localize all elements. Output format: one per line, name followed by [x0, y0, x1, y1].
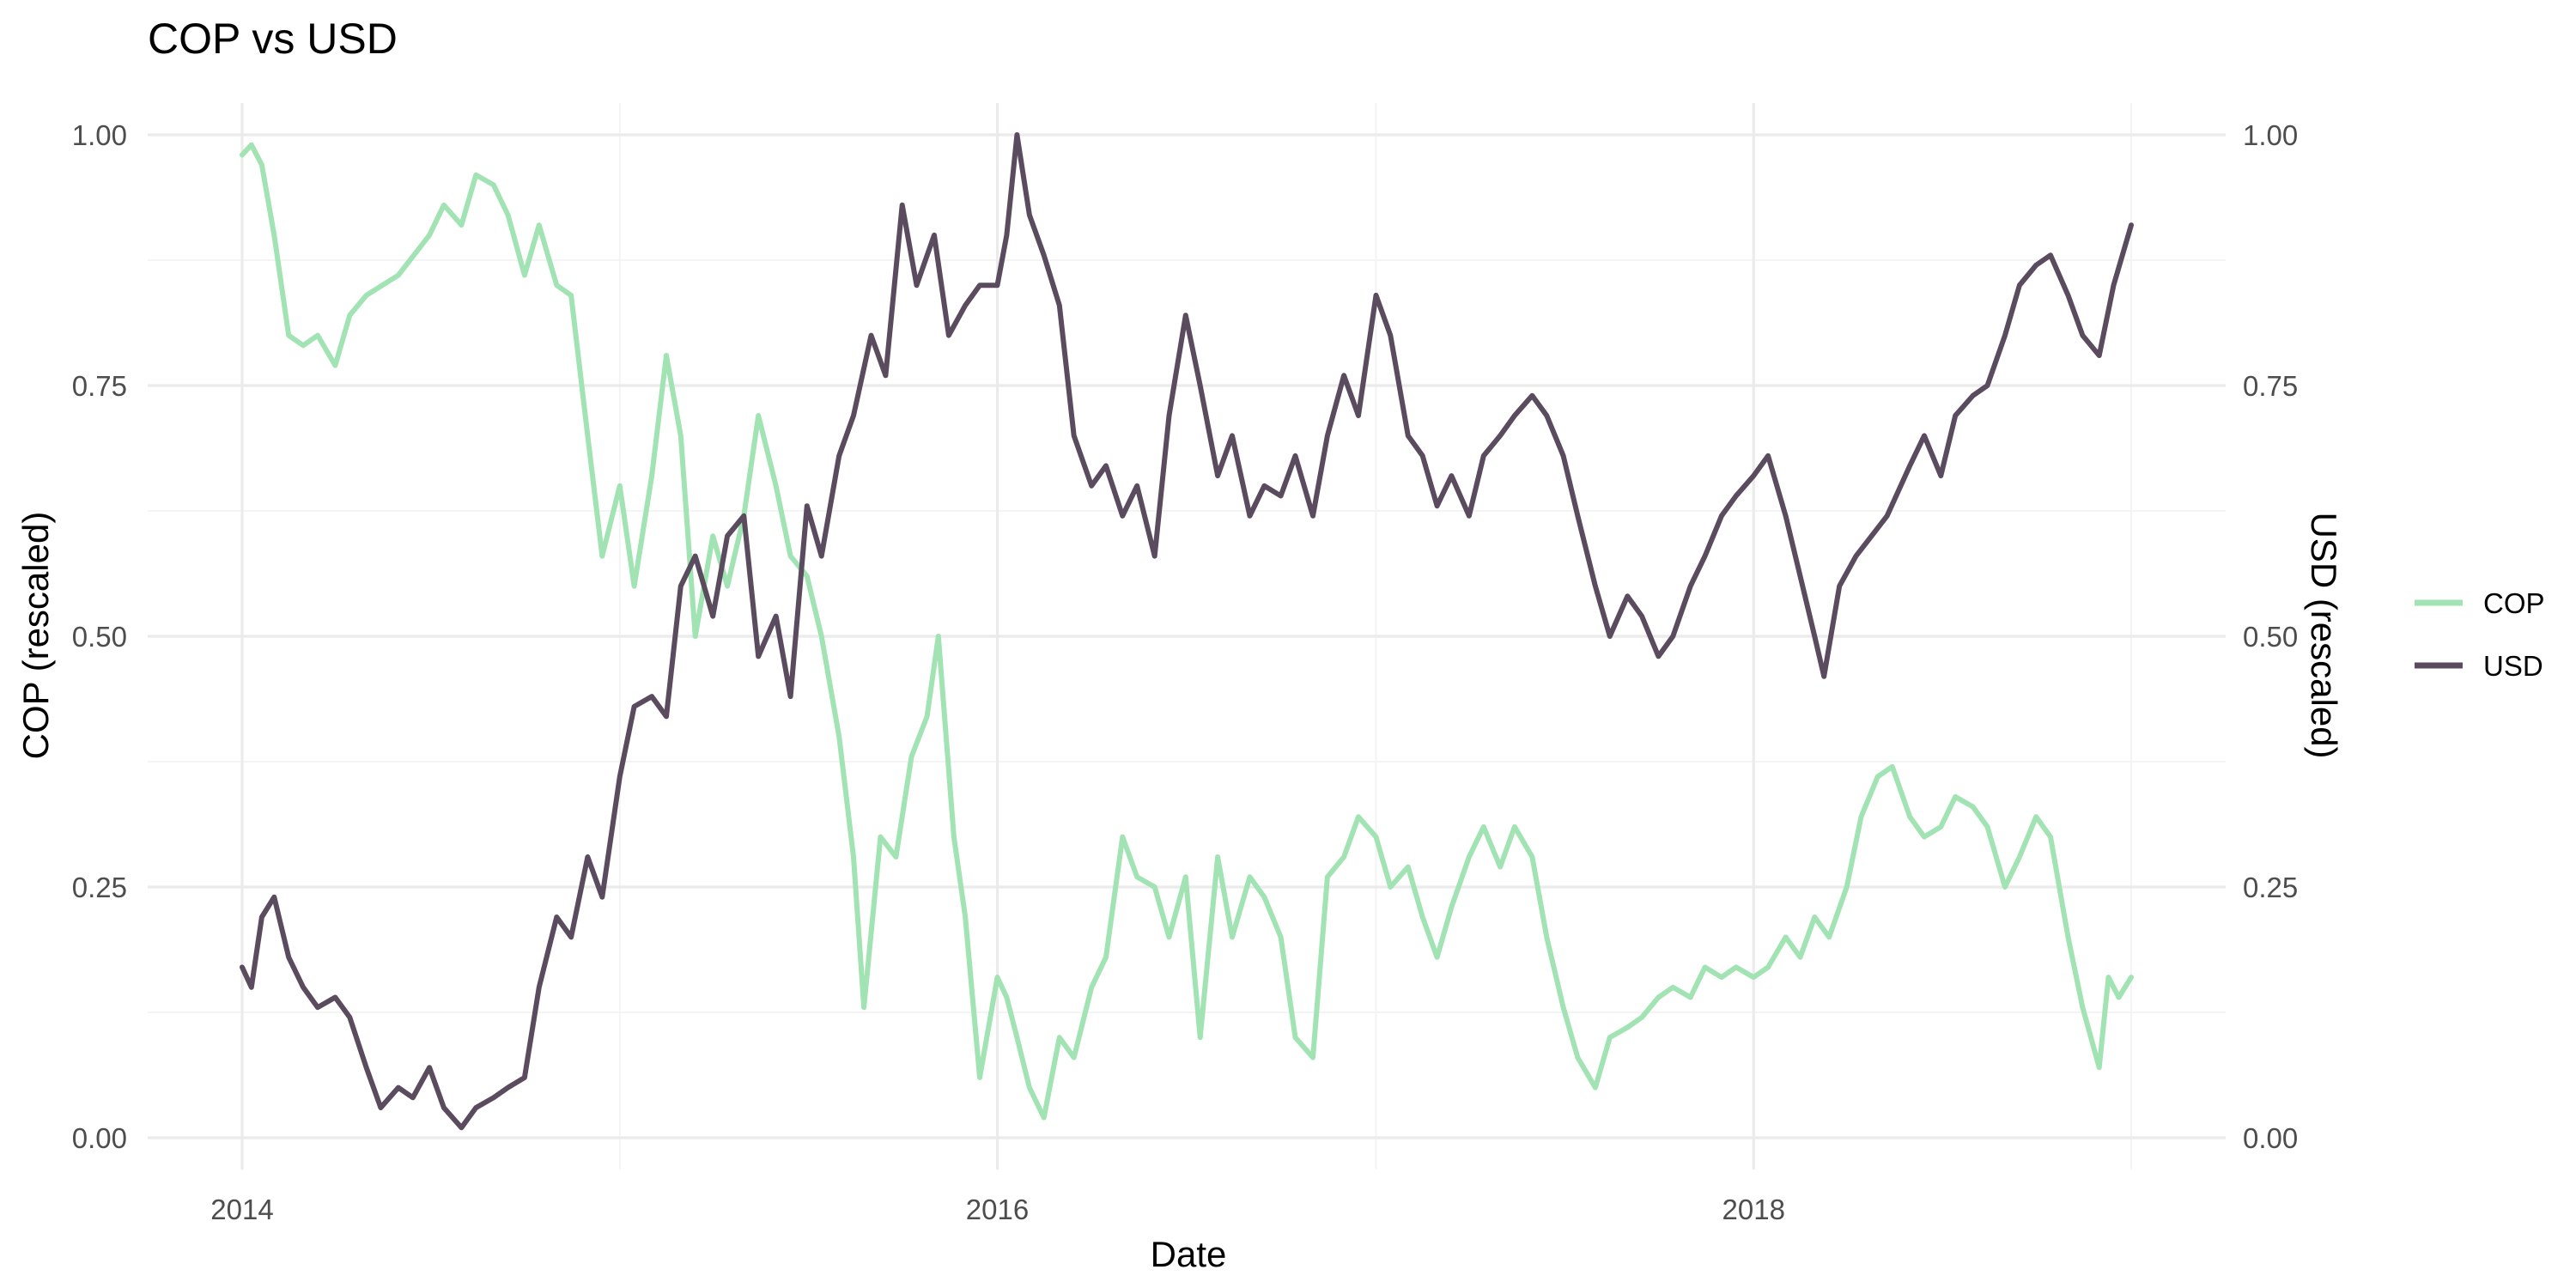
- grid-layer: [148, 103, 2226, 1170]
- x-tick-label: 2016: [966, 1194, 1029, 1225]
- y-tick-label-right: 0.75: [2243, 370, 2298, 402]
- series-line-usd: [240, 132, 2134, 1131]
- y-tick-label-left: 0.00: [72, 1122, 127, 1154]
- y-tick-label-right: 1.00: [2243, 119, 2298, 151]
- x-axis-title: Date: [1151, 1234, 1227, 1274]
- y-axis-title-left: COP (rescaled): [15, 512, 56, 760]
- x-axis: 2014 2016 2018: [210, 1194, 1785, 1225]
- series-line-cop: [240, 142, 2134, 1121]
- y-tick-label-right: 0.25: [2243, 872, 2298, 903]
- y-tick-label-left: 0.25: [72, 872, 127, 903]
- legend: COP USD: [2415, 587, 2545, 682]
- series-layer: [240, 132, 2134, 1131]
- legend-label-usd: USD: [2483, 650, 2543, 682]
- y-axis-right: 0.00 0.25 0.50 0.75 1.00: [2243, 119, 2298, 1154]
- x-tick-label: 2014: [210, 1194, 273, 1225]
- y-axis-title-right: USD (rescaled): [2304, 512, 2344, 758]
- y-tick-label-left: 0.75: [72, 370, 127, 402]
- y-tick-label-left: 1.00: [72, 119, 127, 151]
- y-tick-label-right: 0.00: [2243, 1122, 2298, 1154]
- legend-label-cop: COP: [2483, 587, 2545, 619]
- y-tick-label-left: 0.50: [72, 621, 127, 653]
- y-tick-label-right: 0.50: [2243, 621, 2298, 653]
- x-tick-label: 2018: [1722, 1194, 1785, 1225]
- y-axis-left: 0.00 0.25 0.50 0.75 1.00: [72, 119, 127, 1154]
- chart-title: COP vs USD: [148, 15, 398, 63]
